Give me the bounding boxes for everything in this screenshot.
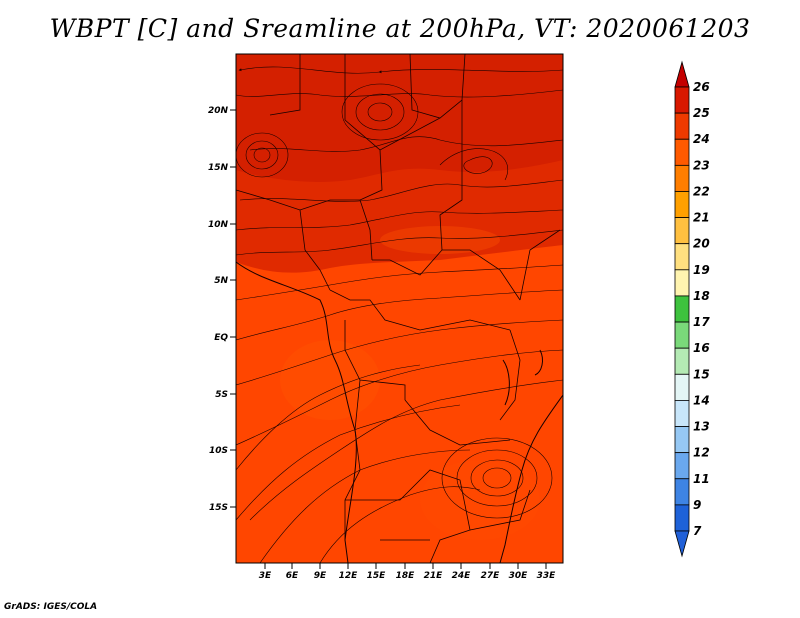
colorbar-label: 24	[693, 132, 710, 146]
lat-tick-label: 10S	[209, 446, 228, 456]
map-frame	[235, 53, 564, 564]
lon-tick-label: 3E	[259, 571, 272, 581]
colorbar-swatch	[674, 478, 690, 506]
lat-tick-label: 5S	[215, 390, 228, 400]
colorbar-bottom-arrow	[674, 530, 690, 558]
colorbar-swatch	[674, 217, 690, 245]
lat-tick-label: 15N	[208, 163, 229, 173]
lon-tick-label: 12E	[339, 571, 359, 581]
colorbar-top-arrow	[674, 60, 690, 88]
lon-tick-label: 21E	[424, 571, 444, 581]
colorbar-swatch	[674, 295, 690, 323]
colorbar-swatch	[674, 243, 690, 271]
credit-label: GrADS: IGES/COLA	[4, 602, 98, 612]
colorbar-swatch	[674, 164, 690, 192]
country-borders	[236, 54, 563, 563]
colorbar-label: 14	[693, 393, 710, 407]
lat-tick-label: EQ	[214, 333, 228, 343]
colorbar-label: 12	[693, 446, 710, 460]
lon-tick-label: 30E	[509, 571, 529, 581]
lon-axis: 3E 6E 9E 12E 15E 18E 21E 24E 27E 30E 33E	[259, 563, 556, 581]
lon-tick-label: 6E	[286, 571, 299, 581]
colorbar-swatch	[674, 138, 690, 166]
colorbar-swatch	[674, 426, 690, 454]
lat-axis: 20N 15N 10N 5N EQ 5S 10S 15S	[208, 106, 236, 513]
colorbar-label: 18	[693, 289, 710, 303]
colorbar-swatch	[674, 400, 690, 427]
colorbar-label: 15	[693, 367, 710, 381]
colorbar-swatch	[674, 321, 690, 349]
colorbar-label: 19	[693, 263, 710, 277]
lat-tick-label: 20N	[208, 106, 229, 116]
colorbar-label: 25	[693, 106, 710, 120]
lat-tick-label: 10N	[208, 220, 229, 230]
lon-tick-label: 9E	[314, 571, 327, 581]
colorbar-label: 21	[693, 211, 710, 225]
colorbar-label: 20	[693, 237, 710, 251]
colorbar-swatch	[674, 112, 690, 140]
colorbar-label: 23	[693, 158, 710, 172]
lon-tick-label: 15E	[367, 571, 387, 581]
colorbar-label: 9	[693, 498, 701, 512]
wbpt-field	[236, 54, 563, 563]
colorbar-swatch	[674, 373, 690, 401]
colorbar-label: 7	[693, 524, 702, 538]
colorbar-swatch	[674, 452, 690, 480]
lat-tick-label: 5N	[214, 276, 228, 286]
colorbar-label: 26	[693, 80, 710, 94]
lon-tick-label: 18E	[396, 571, 416, 581]
colorbar-swatch	[674, 86, 690, 114]
streamlines	[236, 66, 563, 563]
lon-tick-label: 27E	[481, 571, 501, 581]
lon-tick-label: 24E	[452, 571, 472, 581]
lat-tick-label: 15S	[209, 503, 228, 513]
lon-tick-label: 33E	[537, 571, 557, 581]
colorbar-label: 13	[693, 420, 710, 434]
colorbar-label: 16	[693, 341, 710, 355]
colorbar-swatch	[674, 191, 690, 218]
colorbar-label: 22	[693, 184, 710, 198]
chart-title: WBPT [C] and Sreamline at 200hPa, VT: 20…	[49, 14, 751, 43]
colorbar: 26 25 24 23 22 21 20 19 18 17 16 15 14 13 12 11 9 7	[674, 60, 710, 558]
colorbar-label: 17	[693, 315, 710, 329]
colorbar-label: 11	[693, 472, 710, 486]
colorbar-swatch	[674, 347, 690, 375]
colorbar-swatch	[674, 269, 690, 297]
colorbar-swatch	[674, 504, 690, 532]
